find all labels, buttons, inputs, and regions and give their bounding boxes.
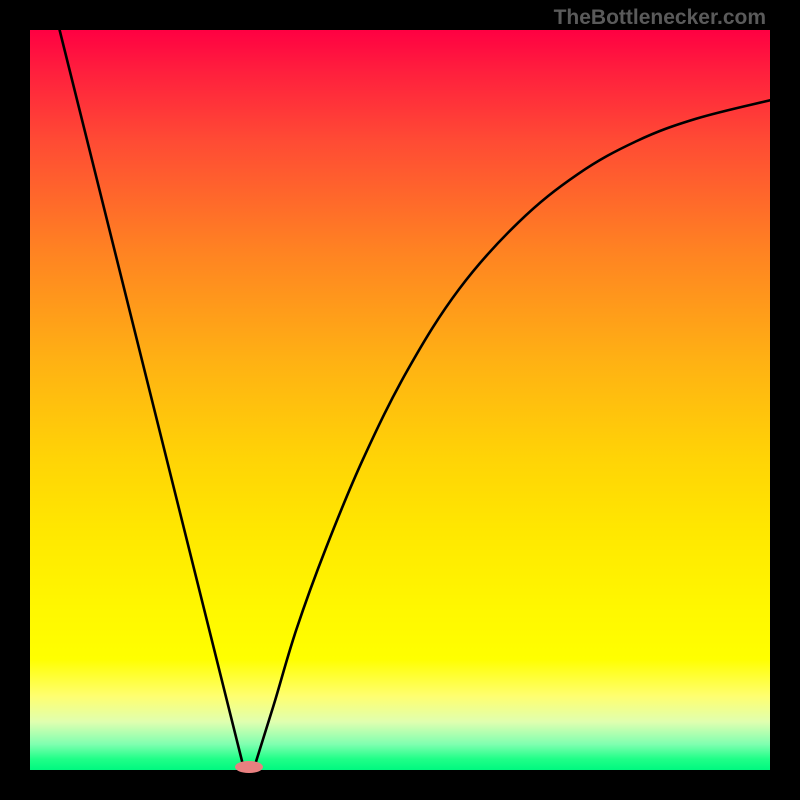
chart-container: TheBottlenecker.com [0,0,800,800]
watermark-text: TheBottlenecker.com [554,6,766,30]
curve-left-branch [60,30,243,763]
minimum-marker [235,761,263,774]
bottleneck-curve [30,30,770,770]
plot-area [30,30,770,770]
curve-right-branch [256,100,770,762]
